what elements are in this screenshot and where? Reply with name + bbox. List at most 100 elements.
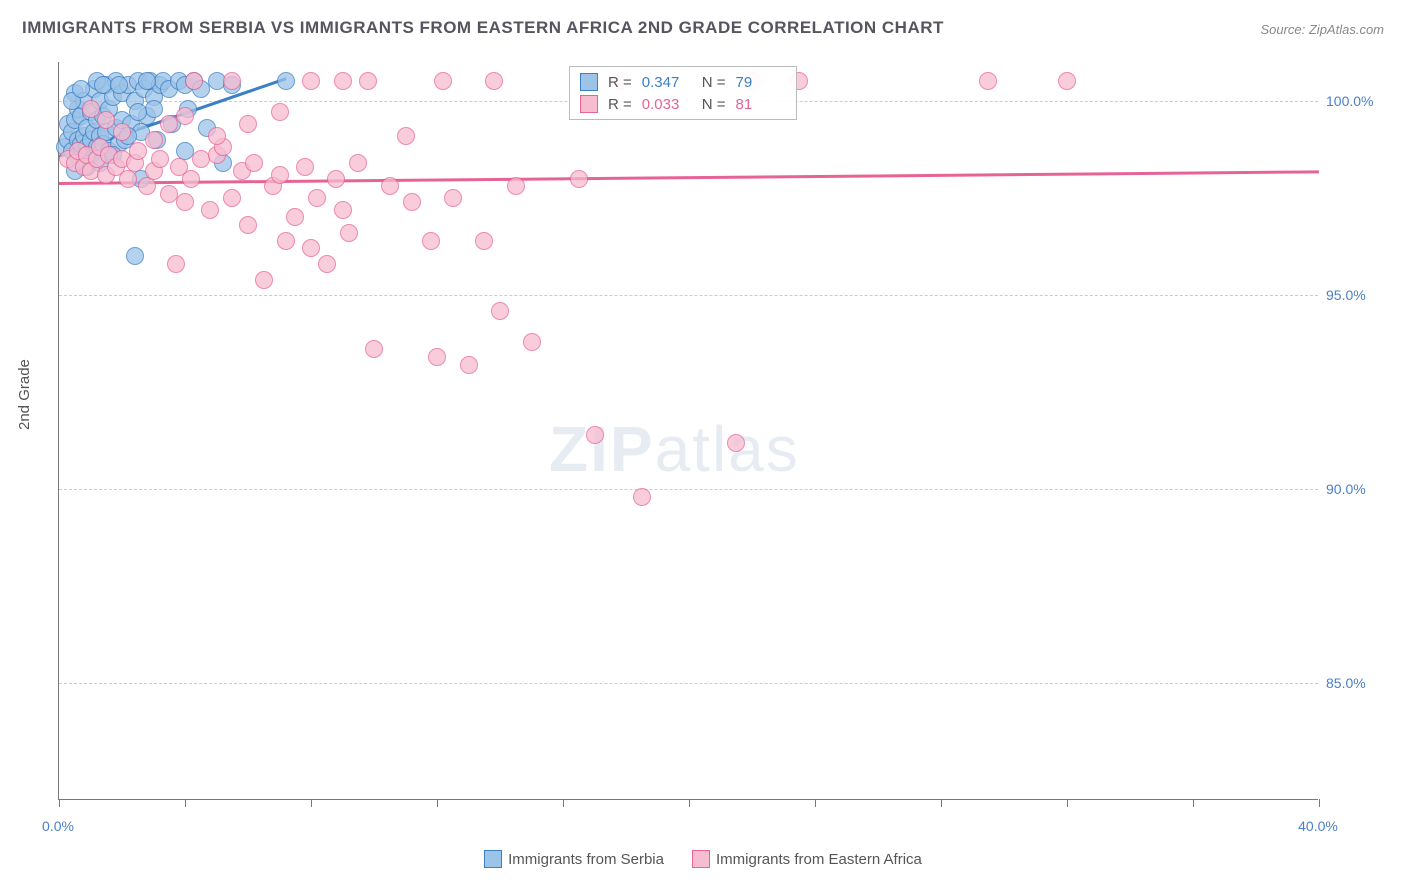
chart-title: IMMIGRANTS FROM SERBIA VS IMMIGRANTS FRO… [22, 18, 944, 38]
x-tick [563, 799, 564, 807]
gridline [59, 295, 1318, 296]
data-point [223, 189, 241, 207]
data-point [119, 170, 137, 188]
n-label: N = [702, 96, 726, 113]
x-tick [1193, 799, 1194, 807]
x-tick [1067, 799, 1068, 807]
data-point [460, 356, 478, 374]
data-point [318, 255, 336, 273]
data-point [255, 271, 273, 289]
r-value: 0.033 [642, 96, 692, 113]
data-point [271, 103, 289, 121]
x-tick [185, 799, 186, 807]
legend-item-eastern-africa: Immigrants from Eastern Africa [692, 850, 922, 868]
data-point [523, 333, 541, 351]
gridline [59, 683, 1318, 684]
data-point [176, 107, 194, 125]
data-point [586, 426, 604, 444]
y-axis-label: 2nd Grade [16, 359, 33, 430]
data-point [334, 201, 352, 219]
x-tick [59, 799, 60, 807]
data-point [201, 201, 219, 219]
data-point [129, 103, 147, 121]
data-point [277, 72, 295, 90]
legend-label-serbia: Immigrants from Serbia [508, 851, 664, 868]
data-point [302, 72, 320, 90]
data-point [239, 216, 257, 234]
data-point [208, 127, 226, 145]
x-tick [941, 799, 942, 807]
data-point [296, 158, 314, 176]
data-point [308, 189, 326, 207]
data-point [422, 232, 440, 250]
r-value: 0.347 [642, 74, 692, 91]
legend-item-serbia: Immigrants from Serbia [484, 850, 664, 868]
data-point [145, 100, 163, 118]
source-label: Source: ZipAtlas.com [1260, 22, 1384, 37]
x-tick-label: 0.0% [42, 818, 74, 834]
stats-row: R =0.347N =79 [580, 71, 786, 93]
y-tick-label: 100.0% [1326, 93, 1396, 109]
stats-legend: R = 0.347 N = 79 R = 0.033 N = 81 [569, 66, 797, 120]
stats-swatch [580, 73, 598, 91]
data-point [349, 154, 367, 172]
data-point [359, 72, 377, 90]
data-point [277, 232, 295, 250]
r-label: R = [608, 96, 632, 113]
data-point [302, 239, 320, 257]
data-point [223, 72, 241, 90]
data-point [570, 170, 588, 188]
data-point [727, 434, 745, 452]
scatter-plot: ZIPatlas 85.0%90.0%95.0%100.0%R =0.347N … [58, 62, 1318, 800]
data-point [428, 348, 446, 366]
data-point [182, 170, 200, 188]
data-point [491, 302, 509, 320]
x-tick [689, 799, 690, 807]
data-point [1058, 72, 1076, 90]
data-point [979, 72, 997, 90]
x-tick [311, 799, 312, 807]
n-value: 79 [736, 74, 786, 91]
data-point [475, 232, 493, 250]
data-point [138, 72, 156, 90]
data-point [82, 100, 100, 118]
n-value: 81 [736, 96, 786, 113]
stats-row: R = 0.033 N = 81 [580, 93, 786, 115]
data-point [185, 72, 203, 90]
data-point [113, 123, 131, 141]
data-point [365, 340, 383, 358]
swatch-serbia [484, 850, 502, 868]
data-point [507, 177, 525, 195]
y-tick-label: 90.0% [1326, 481, 1396, 497]
swatch-eastern-africa [692, 850, 710, 868]
data-point [129, 142, 147, 160]
data-point [633, 488, 651, 506]
data-point [97, 111, 115, 129]
data-point [151, 150, 169, 168]
watermark-zip: ZIP [549, 413, 655, 485]
x-tick-label: 40.0% [1298, 818, 1338, 834]
data-point [434, 72, 452, 90]
data-point [340, 224, 358, 242]
data-point [167, 255, 185, 273]
data-point [334, 72, 352, 90]
data-point [444, 189, 462, 207]
n-label: N = [702, 74, 726, 91]
data-point [110, 76, 128, 94]
data-point [271, 166, 289, 184]
data-point [381, 177, 399, 195]
legend-label-eastern-africa: Immigrants from Eastern Africa [716, 851, 922, 868]
x-tick [437, 799, 438, 807]
data-point [239, 115, 257, 133]
data-point [403, 193, 421, 211]
watermark: ZIPatlas [549, 412, 800, 486]
data-point [72, 80, 90, 98]
data-point [397, 127, 415, 145]
data-point [176, 193, 194, 211]
data-point [126, 247, 144, 265]
data-point [138, 177, 156, 195]
stats-swatch [580, 95, 598, 113]
data-point [145, 131, 163, 149]
x-tick [815, 799, 816, 807]
data-point [245, 154, 263, 172]
